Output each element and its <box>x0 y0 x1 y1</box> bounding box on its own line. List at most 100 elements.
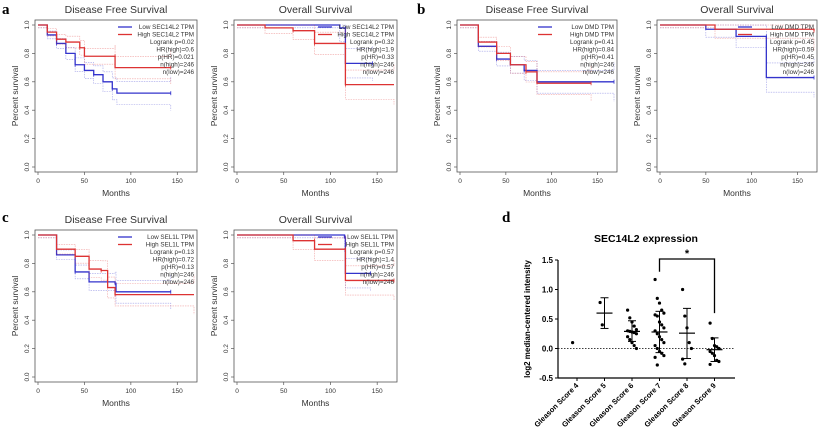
km-plot-c-dfs: Disease Free Survival 0 50 100 150 0.0 0.2 0.4 0… <box>10 214 198 408</box>
km-plot-b-os: Overall Survival 0 50 100 150 0.0 0.2 0.4 0.6 0.8… <box>632 4 818 198</box>
survival-curve-high <box>38 24 171 69</box>
ci-lower-1 <box>460 27 592 101</box>
x-tick-label: 0 <box>658 178 662 185</box>
plot-frame <box>656 19 818 173</box>
data-point <box>681 287 685 292</box>
data-point <box>626 308 630 312</box>
stat-annotation: Logrank p=0.32 <box>350 39 394 46</box>
y-tick-label: 0.2 <box>646 134 653 143</box>
ci-upper-0 <box>38 24 172 82</box>
stat-annotation: n(low)=246 <box>363 69 395 76</box>
data-point <box>655 363 659 367</box>
stat-annotation: n(low)=246 <box>783 69 815 76</box>
data-point <box>710 336 714 341</box>
y-tick-label: 1.0 <box>223 20 230 29</box>
y-tick-label: 0.8 <box>24 49 31 58</box>
stat-annotation: n(low)=246 <box>583 69 615 76</box>
ci-lower-1 <box>38 237 195 315</box>
y-tick-label: 0.5 <box>542 315 554 324</box>
data-point <box>634 346 639 351</box>
data-point <box>657 301 662 305</box>
data-point <box>655 346 659 351</box>
stat-annotation: p(HR)=0.41 <box>581 54 614 61</box>
y-tick-label: 1.0 <box>646 20 653 29</box>
plot-title: Overall Survival <box>279 4 353 16</box>
x-axis-label: Months <box>302 398 330 408</box>
km-plot-a-os: Overall Survival 0 50 100 150 0.0 0.2 0.4 0.6 0.8… <box>209 4 398 198</box>
data-point <box>710 351 714 355</box>
data-point <box>655 296 659 300</box>
data-point <box>660 351 664 355</box>
legend-entry: High SEC14L2 TPM <box>137 32 194 39</box>
stat-annotation: Logrank p=0.45 <box>770 39 814 46</box>
legend-entry: High DMD TPM <box>770 32 814 39</box>
stat-annotation: n(high)=246 <box>160 62 194 69</box>
ci-upper-1 <box>38 234 195 284</box>
stat-annotation: Logrank p=0.13 <box>150 249 194 256</box>
plot-title: Disease Free Survival <box>65 214 168 226</box>
km-plot-c-os: Overall Survival 0 50 100 150 0.0 0.2 0.4 0.6 0.8… <box>209 214 398 408</box>
plot-frame <box>456 19 618 173</box>
y-tick-label: 0.0 <box>646 162 653 171</box>
stat-annotation: Logrank p=0.57 <box>350 249 394 256</box>
stat-annotation: HR(high)=1.9 <box>356 47 394 54</box>
x-tick-label: 0 <box>235 178 239 185</box>
y-tick-label: 0.0 <box>24 372 31 381</box>
y-axis-label: Percent survival <box>10 66 20 127</box>
data-point <box>708 349 712 354</box>
y-tick-label: 0.8 <box>223 49 230 58</box>
legend-entry: High SEL1L TPM <box>146 242 194 249</box>
plot-frame <box>233 19 398 173</box>
ci-lower-1 <box>237 237 395 301</box>
data-point <box>662 311 666 315</box>
y-axis-label: Percent survival <box>432 66 442 127</box>
legend-entry: Low DMD TPM <box>571 24 614 31</box>
ci-upper-1 <box>237 234 395 267</box>
plot-title: Disease Free Survival <box>486 4 589 16</box>
survival-curve-high <box>460 24 592 84</box>
x-axis-label: Months <box>723 188 751 198</box>
ci-upper-1 <box>38 24 172 57</box>
y-tick-label: 0.6 <box>24 77 31 86</box>
x-tick-label: 150 <box>592 178 603 185</box>
y-tick-label: 0.6 <box>24 287 31 296</box>
stat-annotation: n(high)=246 <box>360 62 394 69</box>
y-tick-label: 0.6 <box>646 77 653 86</box>
stat-annotation: n(low)=246 <box>363 279 395 286</box>
x-tick-label: 50 <box>502 178 510 185</box>
significance-bracket <box>658 258 716 314</box>
data-point <box>628 338 632 342</box>
data-point <box>634 332 639 336</box>
legend-entry: High DMD TPM <box>570 32 614 39</box>
y-tick-label: 0.2 <box>223 344 230 353</box>
y-tick-label: 1.0 <box>24 20 31 29</box>
plot-title: SEC14L2 expression <box>594 233 698 245</box>
ci-lower-0 <box>660 27 815 98</box>
data-point <box>683 314 687 318</box>
data-point <box>660 323 664 327</box>
y-axis-label: Percent survival <box>632 66 642 127</box>
x-tick-label: 0 <box>36 388 40 395</box>
stat-annotation: n(low)=246 <box>163 279 195 286</box>
survival-curve-low <box>38 234 171 293</box>
data-point <box>662 326 666 330</box>
survival-curve-low <box>237 234 371 274</box>
panel-label-a: a <box>2 2 10 18</box>
stat-annotation: p(HR)=0.13 <box>161 264 194 271</box>
x-axis-label: Months <box>102 398 130 408</box>
data-point <box>628 316 632 320</box>
y-tick-label: 0.4 <box>223 105 230 114</box>
y-tick-label: -0.5 <box>539 374 553 383</box>
data-point <box>632 324 636 328</box>
stat-annotation: p(HR)=0.45 <box>781 54 814 61</box>
y-tick-label: 0.6 <box>446 77 453 86</box>
y-tick-label: 1.5 <box>542 256 554 265</box>
y-tick-label: 0.6 <box>223 77 230 86</box>
stat-annotation: p(HR)=0.021 <box>158 54 195 61</box>
x-tick-label: 0 <box>458 178 462 185</box>
x-tick-label: 0 <box>36 178 40 185</box>
x-tick-label: 50 <box>280 388 288 395</box>
data-point <box>632 343 636 348</box>
ci-lower-0 <box>38 237 172 310</box>
x-axis-label: Months <box>523 188 551 198</box>
